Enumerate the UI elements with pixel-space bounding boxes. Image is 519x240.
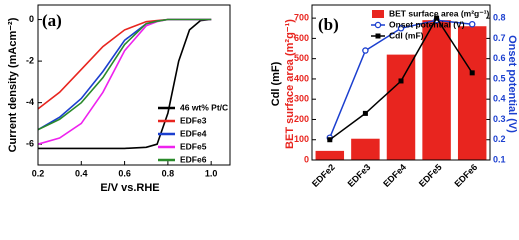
y-tick-label: 400	[294, 73, 309, 83]
marker	[434, 15, 440, 21]
marker	[469, 70, 475, 76]
y-tick-label: 700	[294, 13, 309, 23]
x-tick-label: 0.6	[118, 168, 131, 178]
y-tick-label: 100	[294, 134, 309, 144]
marker	[398, 78, 404, 84]
panel-label: (b)	[318, 15, 339, 34]
bar	[457, 26, 487, 160]
legend-label: EDFe4	[180, 128, 207, 138]
y2-tick-label: 0.5	[493, 73, 506, 83]
x-tick-label: EDFe6	[452, 162, 479, 189]
y-tick-label: 0	[304, 154, 309, 164]
y-tick-label: -6	[26, 139, 34, 149]
plot-frame	[37, 4, 231, 166]
x-tick-label: 0.8	[162, 168, 175, 178]
legend-label: EDFe5	[180, 141, 207, 151]
y-tick-label: 0	[29, 14, 34, 24]
y2-axis-label: Onset potential (V)	[506, 35, 518, 133]
y2-tick-label: 0.8	[493, 13, 506, 23]
series-line	[37, 18, 212, 131]
y-tick-label: -4	[26, 97, 34, 107]
x-axis-label: E/V vs.RHE	[100, 182, 159, 194]
bar	[315, 150, 345, 160]
bar	[386, 54, 416, 160]
x-tick-label: EDFe5	[417, 162, 444, 189]
y-axis-label: Current density (mAcm⁻²)	[7, 17, 19, 152]
y-tick-label: 600	[294, 33, 309, 43]
marker	[374, 21, 382, 29]
y2-tick-label: 0.4	[493, 94, 506, 104]
y-tick-label: 300	[294, 94, 309, 104]
series-line	[37, 18, 212, 110]
legend-label: EDFe3	[180, 115, 207, 125]
series-line	[37, 18, 212, 131]
marker	[397, 25, 405, 32]
y2-tick-label: 0.7	[493, 33, 506, 43]
legend-label: Cdl (mF)	[389, 30, 424, 40]
legend-swatch	[372, 10, 384, 18]
y-tick-label: -2	[26, 55, 34, 65]
x-tick-label: EDFe2	[310, 162, 337, 189]
x-tick-label: 0.2	[32, 168, 45, 178]
y-axis-label: Cdl (mF)	[270, 61, 282, 106]
x-tick-label: EDFe3	[346, 162, 373, 189]
y-axis-label: BET surface area (m²g⁻¹)	[284, 19, 296, 149]
x-tick-label: 1.0	[205, 168, 218, 178]
legend-label: BET surface area (m²g⁻¹)	[389, 8, 490, 18]
bar	[422, 20, 451, 160]
y-tick-label: 200	[294, 114, 309, 124]
legend-label: 46 wt% Pt/C	[180, 102, 228, 112]
x-tick-label: EDFe4	[381, 162, 408, 189]
y2-tick-label: 0.1	[493, 154, 506, 164]
panel-label: (a)	[42, 11, 62, 30]
marker	[362, 47, 369, 54]
figure: -6 -4 -2 0 0.2 0.4 0.6 0.8 1.0 46 wt% Pt/C EDFe3 ED…	[7, 4, 518, 194]
series-line	[38, 18, 212, 150]
marker	[327, 137, 333, 143]
y2-tick-label: 0.3	[493, 114, 506, 124]
plot-frame	[311, 4, 491, 161]
bar	[351, 138, 380, 160]
y2-tick-label: 0.2	[493, 134, 506, 144]
y-tick-label: 500	[294, 53, 309, 63]
series-line	[37, 18, 212, 145]
legend-label: EDFe6	[180, 154, 207, 164]
marker	[375, 33, 381, 39]
marker	[468, 20, 476, 28]
y2-tick-label: 0.6	[493, 53, 506, 63]
legend-label: Onset potential (V)	[389, 19, 465, 29]
x-tick-label: 0.4	[75, 168, 88, 178]
marker	[362, 110, 368, 116]
